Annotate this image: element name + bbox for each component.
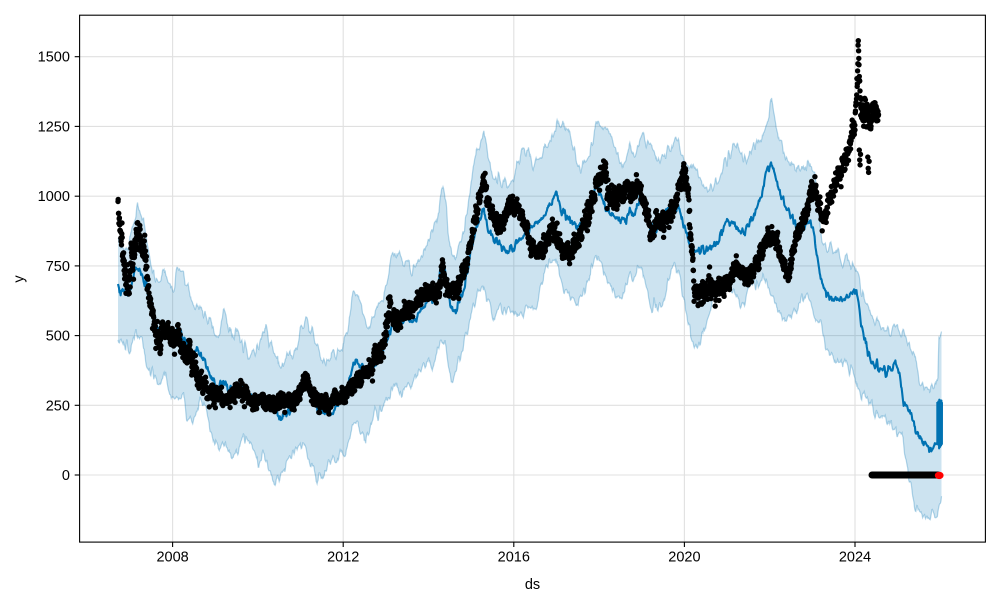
svg-text:2008: 2008	[156, 550, 188, 566]
svg-text:250: 250	[46, 398, 70, 414]
svg-text:y: y	[12, 275, 28, 283]
svg-text:2020: 2020	[668, 550, 700, 566]
svg-text:2016: 2016	[498, 550, 530, 566]
svg-text:2024: 2024	[839, 550, 871, 566]
svg-text:750: 750	[46, 259, 70, 275]
svg-text:0: 0	[62, 468, 70, 484]
svg-text:1000: 1000	[38, 189, 70, 205]
svg-text:2012: 2012	[327, 550, 359, 566]
svg-text:1250: 1250	[38, 119, 70, 135]
svg-text:1500: 1500	[38, 50, 70, 66]
svg-text:500: 500	[46, 329, 70, 345]
svg-text:ds: ds	[525, 577, 540, 593]
